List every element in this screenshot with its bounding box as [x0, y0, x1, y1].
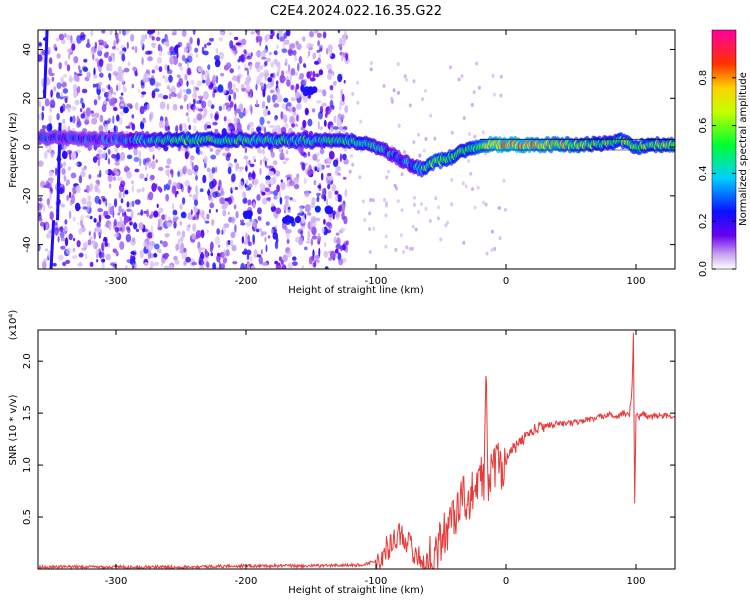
- y-tick-label: 0: [22, 144, 33, 150]
- y-tick-label: 20: [22, 92, 33, 105]
- top-y-axis-label: Frequency (Hz): [8, 112, 19, 188]
- x-tick-label: -100: [365, 576, 388, 587]
- spectrogram-cluster: [302, 86, 318, 97]
- bottom-y-axis-label: SNR (10 * v/v): [8, 394, 19, 465]
- top-x-axis-label: Height of straight line (km): [288, 285, 424, 296]
- bottom-x-ticks: -300 -200 -100 0 100: [105, 330, 646, 587]
- x-tick-label: 100: [626, 576, 645, 587]
- spectrogram-noise: [38, 30, 507, 269]
- colorbar: 0.0 0.2 0.4 0.6 0.8 Normalized spectral ampl…: [698, 29, 749, 277]
- spectrogram-cluster: [242, 210, 253, 220]
- top-x-ticks: -300 -200 -100 0 100: [105, 30, 646, 287]
- y-tick-label: -20: [22, 188, 33, 204]
- snr-frame: [37, 329, 676, 570]
- y-tick-label: 40: [22, 43, 33, 56]
- y-tick-label: 1.5: [22, 405, 33, 421]
- colorbar-gradient: [711, 29, 737, 270]
- x-tick-label: -200: [235, 576, 258, 587]
- spectrogram-frame: [37, 29, 676, 270]
- x-tick-label: 0: [503, 276, 509, 287]
- x-tick-label: 0: [503, 576, 509, 587]
- x-tick-label: -100: [365, 276, 388, 287]
- y-tick-label: 2.0: [22, 353, 33, 369]
- y-tick-label: 1.0: [22, 457, 33, 473]
- colorbar-tick-label: 0.8: [698, 70, 709, 86]
- y-tick-label: 0.5: [22, 509, 33, 525]
- snr-series-line: [38, 332, 675, 569]
- spectrogram-cluster: [282, 215, 302, 224]
- x-tick-label: -200: [235, 276, 258, 287]
- bottom-y-ticks: 0.5 1.0 1.5 2.0: [22, 353, 675, 525]
- top-y-ticks: -40 -20 0 20 40: [22, 43, 675, 253]
- colorbar-tick-label: 0.2: [698, 213, 709, 229]
- y-tick-label: -40: [22, 236, 33, 252]
- colorbar-tick-label: 0.6: [698, 118, 709, 134]
- spectrogram-image: [38, 30, 675, 269]
- figure-title: C2E4.2024.022.16.35.G22: [270, 4, 442, 19]
- colorbar-ticks: 0.0 0.2 0.4 0.6 0.8: [698, 70, 736, 277]
- x-tick-label: 100: [626, 276, 645, 287]
- colorbar-tick-label: 0.4: [698, 165, 709, 181]
- snr-panel: -300 -200 -100 0 100 0.5 1.0 1.5 2.0 Height of …: [8, 310, 676, 596]
- spectrogram-ridge: [38, 128, 675, 178]
- colorbar-label: Normalized spectral amplitude: [738, 72, 749, 226]
- bottom-x-axis-label: Height of straight line (km): [288, 585, 424, 596]
- y-multiplier-label: (x10⁴): [8, 310, 19, 341]
- colorbar-tick-label: 0.0: [698, 261, 709, 277]
- spectrogram-cluster: [314, 205, 333, 215]
- x-tick-label: -300: [105, 576, 128, 587]
- x-tick-label: -300: [105, 276, 128, 287]
